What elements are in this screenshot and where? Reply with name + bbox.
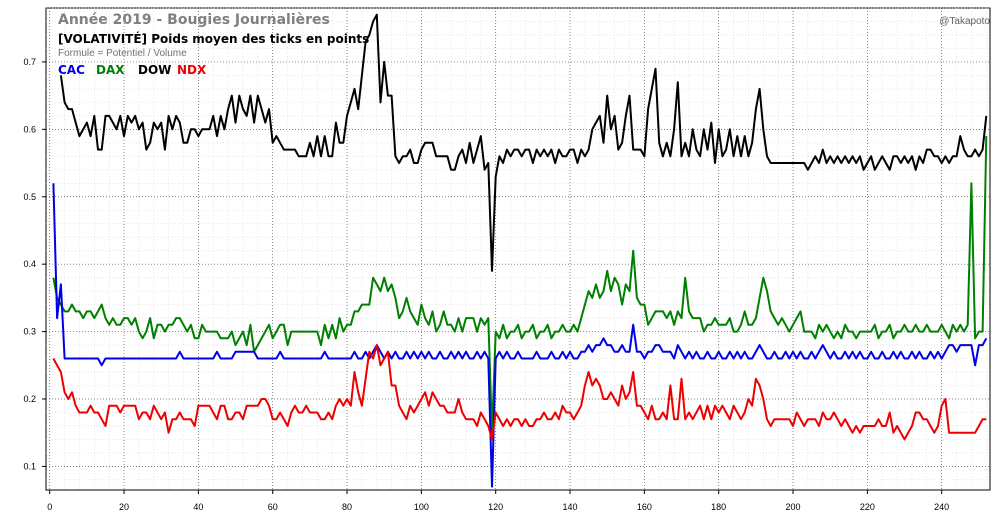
x-tick-label: 0 [47, 502, 52, 512]
watermark: @Takapoto [939, 16, 990, 27]
series-line-ndx [52, 344, 987, 441]
x-tick-label: 100 [414, 502, 429, 512]
plot-area [45, 7, 991, 491]
x-tick-label: 20 [119, 502, 129, 512]
formula-label: Formule = Potentiel / Volume [58, 48, 187, 59]
x-tick-label: 180 [711, 502, 726, 512]
y-tick-label: 0.3 [23, 327, 36, 337]
legend-item-ndx: NDX [177, 63, 207, 77]
legend: CAC DAX DOW NDX [58, 63, 207, 77]
legend-item-cac: CAC [58, 63, 85, 77]
series-line-dow [59, 13, 988, 272]
y-tick-label: 0.4 [23, 259, 36, 269]
axis-labels: 0 20 40 60 80 100 120 140 160 180 200 220 240 0.1 0.2 0… [23, 57, 949, 512]
major-grid [46, 8, 990, 490]
x-tick-label: 60 [268, 502, 278, 512]
series-line-dax [52, 136, 988, 434]
series-line-cac [52, 183, 988, 488]
x-tick-label: 240 [934, 502, 949, 512]
x-tick-label: 80 [342, 502, 352, 512]
y-tick-label: 0.7 [23, 57, 36, 67]
x-tick-label: 140 [563, 502, 578, 512]
x-tick-label: 220 [860, 502, 875, 512]
x-tick-label: 120 [488, 502, 503, 512]
y-tick-label: 0.5 [23, 192, 36, 202]
x-tick-label: 40 [193, 502, 203, 512]
y-tick-label: 0.6 [23, 124, 36, 134]
minor-grid [46, 7, 990, 490]
y-tick-label: 0.1 [23, 461, 36, 471]
chart-subtitle: [VOLATIVITÉ] Poids moyen des ticks en po… [58, 31, 369, 46]
legend-item-dow: DOW [138, 63, 171, 77]
x-tick-label: 200 [786, 502, 801, 512]
y-tick-label: 0.2 [23, 394, 36, 404]
x-tick-label: 160 [637, 502, 652, 512]
chart-title: Année 2019 - Bougies Journalières [58, 12, 330, 28]
legend-item-dax: DAX [96, 63, 125, 77]
series-layer [52, 13, 988, 488]
